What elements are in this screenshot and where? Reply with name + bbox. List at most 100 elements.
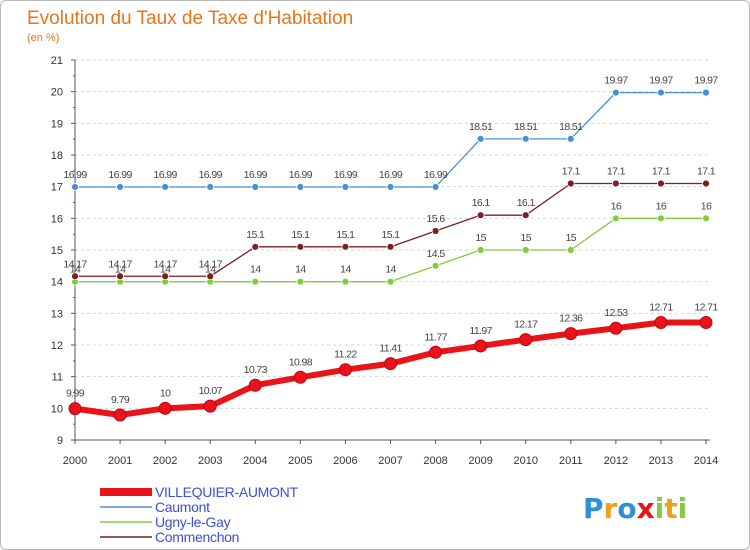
legend-entry: Ugny-le-Gay — [155, 514, 231, 530]
x-tick-label: 2008 — [423, 455, 447, 467]
data-label: 16 — [611, 200, 622, 212]
data-label: 15 — [520, 232, 531, 244]
logo-letter: i — [678, 492, 688, 525]
data-label: 16.99 — [379, 169, 403, 181]
data-point — [611, 88, 620, 97]
data-point — [293, 370, 307, 384]
data-point — [566, 246, 575, 254]
data-label: 12.71 — [649, 302, 673, 314]
data-label: 9.79 — [111, 394, 130, 406]
logo-letter: P — [583, 492, 604, 525]
chart-subtitle: (en %) — [27, 32, 59, 44]
data-point — [68, 402, 82, 416]
data-point — [476, 211, 485, 220]
data-label: 14.17 — [63, 258, 87, 270]
data-point — [386, 277, 395, 286]
data-point — [384, 357, 397, 371]
data-point — [566, 134, 575, 143]
y-tick-label: 16 — [51, 213, 63, 225]
data-label: 12.71 — [694, 302, 718, 314]
data-point — [251, 183, 260, 191]
data-point — [161, 272, 170, 281]
proxiti-logo: Proxiti — [583, 492, 687, 525]
logo-letter: t — [664, 492, 677, 525]
data-point — [702, 214, 710, 223]
data-label: 11.77 — [424, 331, 447, 343]
data-label: 12.36 — [559, 313, 583, 325]
data-point — [386, 242, 395, 251]
y-tick-label: 19 — [51, 118, 63, 130]
data-label: 10.07 — [199, 385, 223, 397]
data-label: 15.1 — [336, 229, 355, 241]
x-tick-label: 2000 — [63, 455, 87, 467]
data-point — [296, 183, 305, 191]
x-tick-label: 2004 — [243, 455, 267, 467]
data-point — [251, 277, 260, 286]
data-point — [116, 183, 124, 191]
legend: VILLEQUIER-AUMONTCaumontUgny-le-GayComme… — [100, 484, 299, 545]
data-point — [341, 183, 350, 191]
y-tick-label: 14 — [51, 277, 63, 289]
data-label: 10.98 — [289, 356, 313, 368]
x-tick-label: 2002 — [153, 455, 177, 467]
data-label: 14.5 — [427, 248, 446, 260]
data-label: 12.17 — [514, 319, 538, 331]
data-point — [611, 179, 620, 188]
y-tick-label: 11 — [52, 372, 63, 384]
data-label: 14 — [250, 264, 261, 276]
data-label: 14 — [385, 264, 396, 276]
y-tick-label: 21 — [51, 55, 63, 67]
x-tick-label: 2014 — [694, 455, 718, 467]
data-point — [702, 88, 710, 97]
y-tick-label: 13 — [51, 308, 63, 320]
data-point — [566, 179, 575, 188]
data-label: 19.97 — [649, 75, 673, 87]
data-point — [341, 277, 350, 286]
data-point — [386, 183, 395, 191]
data-point — [476, 246, 485, 254]
data-point — [71, 183, 79, 191]
data-label: 11.22 — [334, 349, 357, 361]
data-label: 12.53 — [604, 307, 628, 319]
data-point — [338, 363, 352, 377]
data-label: 15 — [566, 232, 577, 244]
data-point — [203, 399, 217, 413]
data-label: 18.51 — [514, 121, 538, 133]
x-tick-label: 2001 — [108, 455, 132, 467]
data-label: 17.1 — [652, 166, 671, 178]
data-label: 15.1 — [291, 229, 310, 241]
data-label: 14 — [160, 264, 171, 276]
data-point — [296, 242, 305, 251]
data-point — [564, 327, 578, 341]
data-labels: 16.99 16.99 16.99 16.99 16.99 16.99 16.99 16.99… — [63, 75, 719, 406]
data-point — [161, 183, 170, 191]
data-point — [609, 321, 623, 335]
data-label: 16.99 — [334, 169, 358, 181]
data-label: 15.1 — [381, 229, 400, 241]
data-point — [429, 345, 443, 359]
data-label: 11.41 — [379, 343, 402, 355]
data-point — [113, 408, 127, 422]
data-label: 14 — [295, 264, 306, 276]
series-lines — [68, 88, 713, 422]
y-tick-label: 9 — [57, 435, 63, 447]
data-point — [206, 183, 215, 191]
data-label: 10.73 — [244, 364, 268, 376]
legend-entry: Commenchon — [155, 529, 239, 545]
data-label: 14 — [70, 264, 81, 276]
data-label: 19.97 — [694, 75, 718, 87]
data-label: 16.99 — [199, 169, 223, 181]
data-label: 14 — [205, 264, 216, 276]
data-point — [248, 378, 262, 392]
data-label: 16.1 — [472, 197, 491, 209]
y-tick-label: 20 — [51, 87, 63, 99]
data-point — [657, 214, 665, 223]
data-label: 17.1 — [562, 166, 581, 178]
data-point — [116, 272, 124, 281]
data-point — [611, 214, 620, 223]
data-label: 16.99 — [244, 169, 268, 181]
y-tick-label: 17 — [51, 182, 63, 194]
data-point — [296, 277, 305, 286]
y-tick-label: 18 — [51, 150, 63, 162]
